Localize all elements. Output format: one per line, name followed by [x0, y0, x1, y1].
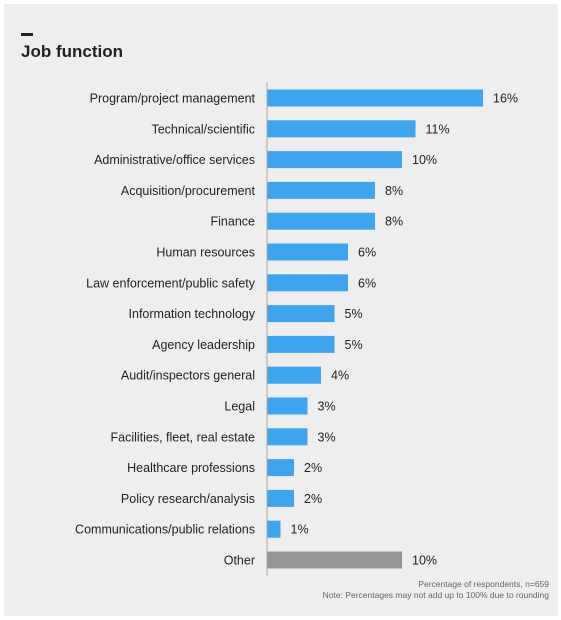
category-label: Information technology	[129, 307, 256, 321]
category-label: Legal	[224, 400, 255, 414]
category-label: Program/project management	[90, 92, 256, 106]
bar-2	[267, 151, 402, 169]
footnote-rounding-note: Note: Percentages may not add up to 100%…	[322, 590, 549, 600]
value-label: 16%	[493, 92, 518, 106]
bar-13	[267, 489, 294, 507]
bar-8	[267, 335, 335, 353]
value-label: 8%	[385, 184, 403, 198]
bar-14	[267, 520, 281, 538]
category-label: Human resources	[156, 246, 255, 260]
bar-0	[267, 89, 483, 107]
category-label: Law enforcement/public safety	[86, 276, 256, 290]
bar-3	[267, 181, 375, 199]
value-label: 8%	[385, 215, 403, 229]
bar-1	[267, 120, 416, 138]
value-label: 10%	[412, 153, 437, 167]
value-label: 3%	[318, 400, 336, 414]
title-accent-dash	[21, 33, 33, 36]
bar-9	[267, 366, 321, 384]
category-label: Administrative/office services	[94, 153, 255, 167]
category-label: Audit/inspectors general	[121, 369, 255, 383]
category-label: Finance	[211, 215, 256, 229]
value-label: 1%	[291, 523, 309, 537]
value-label: 2%	[304, 492, 322, 506]
value-label: 5%	[345, 338, 363, 352]
bar-6	[267, 274, 348, 292]
category-label: Healthcare professions	[127, 461, 255, 475]
value-label: 10%	[412, 554, 437, 568]
bar-10	[267, 397, 308, 415]
bar-7	[267, 305, 335, 323]
category-label: Policy research/analysis	[121, 492, 255, 506]
category-label: Acquisition/procurement	[121, 184, 256, 198]
value-label: 6%	[358, 246, 376, 260]
bar-5	[267, 243, 348, 261]
value-label: 6%	[358, 276, 376, 290]
chart-footnote: Percentage of respondents, n=659 Note: P…	[323, 579, 549, 601]
value-label: 4%	[331, 369, 349, 383]
category-label: Other	[224, 554, 255, 568]
bar-15	[267, 551, 402, 569]
category-label: Agency leadership	[152, 338, 255, 352]
bar-11	[267, 428, 308, 446]
value-label: 3%	[318, 430, 336, 444]
value-label: 11%	[426, 122, 450, 136]
footnote-sample-size: Percentage of respondents, n=659	[418, 579, 549, 589]
value-label: 2%	[304, 461, 322, 475]
category-label: Technical/scientific	[151, 122, 255, 136]
value-label: 5%	[345, 307, 363, 321]
chart-title: Job function	[21, 42, 123, 61]
category-label: Communications/public relations	[75, 523, 255, 537]
category-label: Facilities, fleet, real estate	[110, 430, 255, 444]
bar-4	[267, 212, 375, 230]
bar-12	[267, 459, 294, 477]
